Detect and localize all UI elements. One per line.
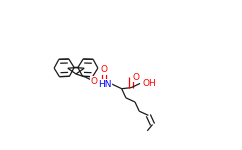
Text: O: O — [132, 73, 139, 82]
Text: O: O — [91, 77, 98, 86]
Text: HN: HN — [98, 80, 112, 88]
Text: OH: OH — [142, 79, 156, 88]
Text: O: O — [100, 65, 107, 74]
